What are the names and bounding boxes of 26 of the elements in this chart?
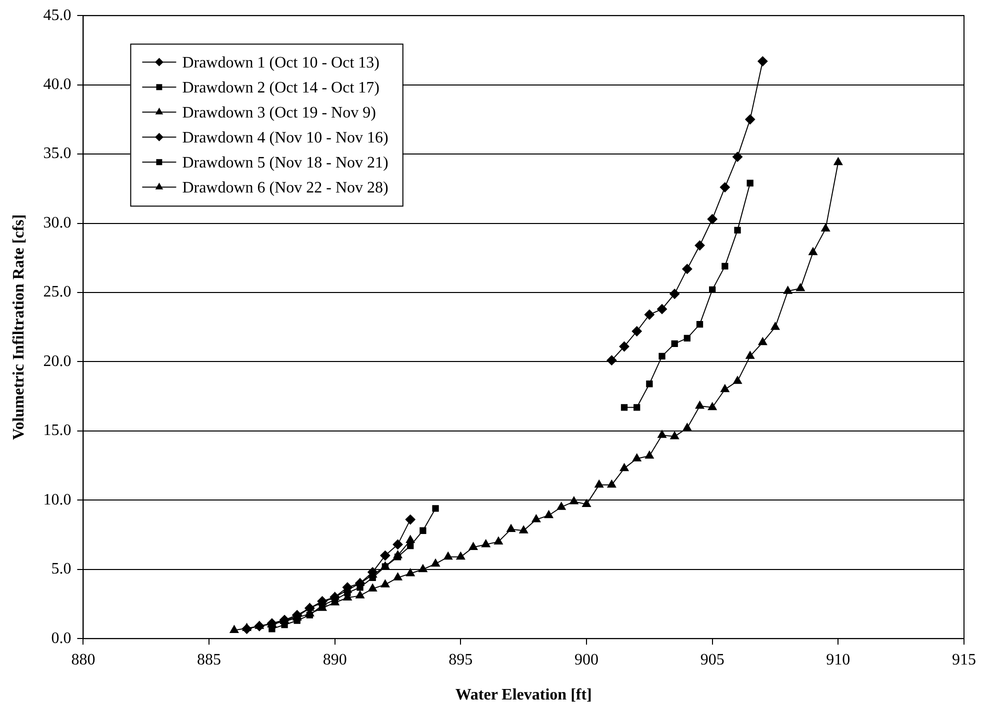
x-tick-label: 895 xyxy=(448,651,473,668)
x-axis-title: Water Elevation [ft] xyxy=(455,686,592,704)
legend-label: Drawdown 3 (Oct 19 - Nov 9) xyxy=(182,104,376,122)
legend-label: Drawdown 4 (Nov 10 - Nov 16) xyxy=(182,129,388,146)
y-tick-label: 40.0 xyxy=(43,76,72,94)
legend-label: Drawdown 5 (Nov 18 - Nov 21) xyxy=(182,154,388,172)
y-tick-label: 35.0 xyxy=(43,145,72,162)
x-tick-label: 880 xyxy=(71,651,96,668)
x-tick-label: 900 xyxy=(574,651,599,668)
y-tick-label: 25.0 xyxy=(43,284,72,301)
y-tick-label: 0.0 xyxy=(51,630,72,647)
x-tick-label: 910 xyxy=(826,651,850,668)
y-tick-label: 45.0 xyxy=(43,6,72,24)
legend-label: Drawdown 1 (Oct 10 - Oct 13) xyxy=(182,54,380,72)
legend-label: Drawdown 2 (Oct 14 - Oct 17) xyxy=(182,79,380,96)
y-tick-label: 10.0 xyxy=(43,491,72,508)
legend-label: Drawdown 6 (Nov 22 - Nov 28) xyxy=(182,179,388,196)
y-axis-title: Volumetric Infiltration Rate [cfs] xyxy=(10,214,28,440)
y-tick-label: 5.0 xyxy=(51,560,72,578)
y-tick-label: 15.0 xyxy=(43,422,72,440)
x-tick-label: 890 xyxy=(322,651,347,668)
x-tick-label: 905 xyxy=(700,651,724,668)
x-tick-label: 915 xyxy=(952,651,976,668)
x-tick-label: 885 xyxy=(197,651,222,668)
y-tick-label: 20.0 xyxy=(43,352,72,370)
y-tick-label: 30.0 xyxy=(43,214,72,232)
